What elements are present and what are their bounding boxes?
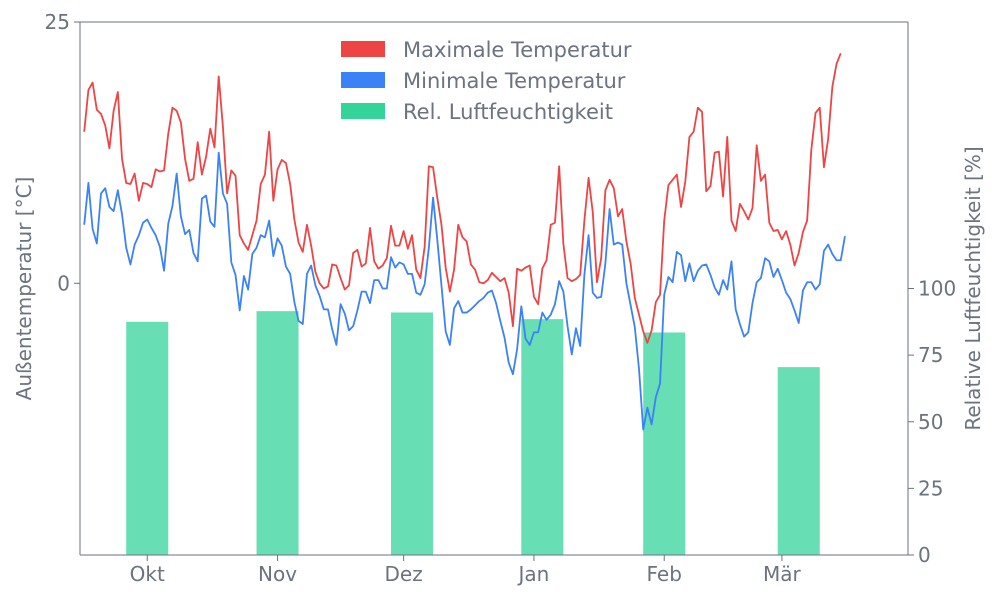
right-tick-label: 50	[918, 410, 943, 434]
humidity-bar	[391, 312, 434, 555]
right-tick-label: 100	[918, 277, 956, 301]
x-tick-label: Jan	[517, 562, 550, 586]
x-tick-label: Nov	[258, 562, 297, 586]
left-tick-label: 25	[45, 10, 70, 34]
humidity-bar	[643, 332, 686, 555]
legend-label: Rel. Luftfeuchtigkeit	[403, 100, 613, 124]
max-temperature-line	[83, 53, 842, 344]
legend: Maximale Temperatur Minimale Temperatur Re…	[341, 38, 632, 124]
x-tick-label: Okt	[130, 562, 165, 586]
right-axis-label: Relative Luftfeuchtigkeit [%]	[961, 146, 985, 430]
x-tick-label: Dez	[385, 562, 423, 586]
humidity-bar	[521, 319, 564, 555]
right-tick-label: 25	[918, 476, 943, 500]
left-axis-label: Außentemperatur [°C]	[12, 177, 36, 401]
legend-swatch	[341, 72, 385, 88]
legend-label: Minimale Temperatur	[403, 69, 626, 93]
humidity-bars	[126, 311, 820, 555]
min-temperature-line	[83, 151, 846, 431]
left-tick-label: 0	[57, 271, 70, 295]
x-tick-label: Mär	[763, 562, 802, 586]
legend-swatch	[341, 103, 385, 119]
x-tick-label: Feb	[647, 562, 682, 586]
temperature-lines	[83, 53, 846, 431]
humidity-bar	[126, 321, 169, 555]
humidity-bar	[777, 367, 820, 555]
legend-label: Maximale Temperatur	[403, 38, 632, 62]
legend-swatch	[341, 41, 385, 57]
right-tick-label: 75	[918, 343, 943, 367]
axes: 0 25 0 25 50 75 100 Okt Nov Dez Jan Feb Mär Außentemp…	[12, 10, 985, 586]
right-tick-label: 0	[918, 543, 931, 567]
humidity-bar	[256, 311, 299, 555]
